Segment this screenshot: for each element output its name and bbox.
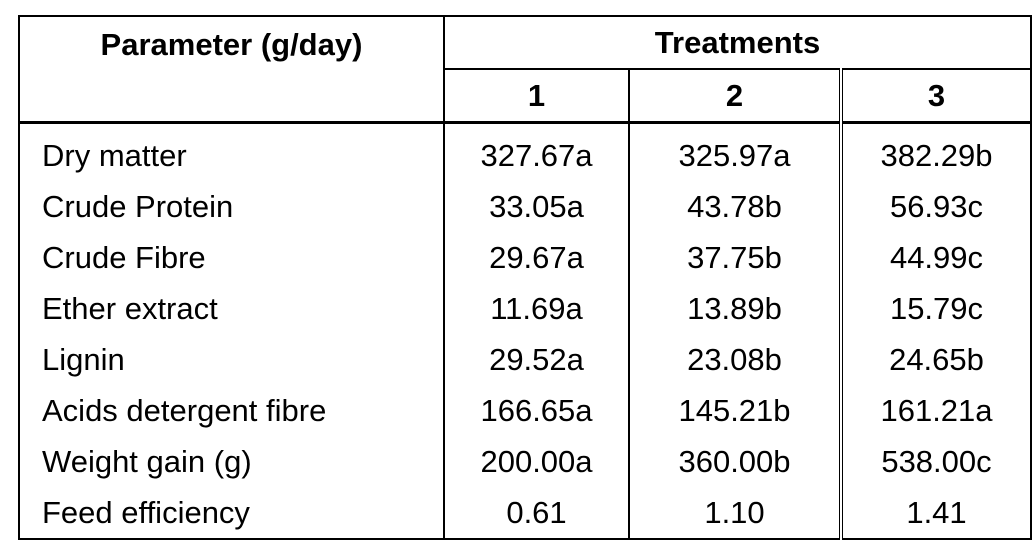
table-row: Weight gain (g) 200.00a 360.00b 538.00c bbox=[19, 436, 1031, 487]
cell-value: 382.29b bbox=[880, 138, 993, 173]
cell-value: 1.41 bbox=[906, 495, 967, 530]
table-row: Crude Fibre 29.67a 37.75b 44.99c bbox=[19, 232, 1031, 283]
table-body: Dry matter 327.67a 325.97a 382.29b Crude Pro… bbox=[19, 122, 1031, 539]
cell-value: 43.78b bbox=[629, 181, 843, 232]
cell-value: 325.97a bbox=[629, 122, 843, 181]
row-label: Ether extract bbox=[19, 283, 445, 334]
table-row: Feed efficiency 0.61 1.10 1.41 bbox=[19, 487, 1031, 539]
cell-value: 327.67a bbox=[444, 122, 630, 181]
header-row: 1 2 3 bbox=[19, 69, 1031, 124]
table-row: Ether extract 11.69a 13.89b 15.79c bbox=[19, 283, 1031, 334]
header-row: Parameter (g/day) Treatments bbox=[19, 16, 1031, 124]
cell-value: 538.00c bbox=[881, 444, 992, 479]
cell-value: 29.67a bbox=[444, 232, 630, 283]
treatments-header: Treatments bbox=[444, 16, 1031, 70]
cell-value: 145.21b bbox=[629, 385, 843, 436]
row-label: Crude Fibre bbox=[19, 232, 445, 283]
table-row: Crude Protein 33.05a 43.78b 56.93c bbox=[19, 181, 1031, 232]
row-label: Weight gain (g) bbox=[19, 436, 445, 487]
column-header: 1 bbox=[444, 69, 630, 124]
data-table: Parameter (g/day) Treatments 1 2 3 Dry m… bbox=[18, 15, 1032, 540]
table-row: Acids detergent fibre 166.65a 145.21b 161.2… bbox=[19, 385, 1031, 436]
cell-value: 360.00b bbox=[629, 436, 843, 487]
cell-value: 166.65a bbox=[444, 385, 630, 436]
table-row: Dry matter 327.67a 325.97a 382.29b bbox=[19, 122, 1031, 181]
table-row: Lignin 29.52a 23.08b 24.65b bbox=[19, 334, 1031, 385]
column-header: 2 bbox=[629, 69, 843, 124]
column-header: 3 bbox=[841, 69, 1031, 124]
cell-value: 13.89b bbox=[629, 283, 843, 334]
row-label: Crude Protein bbox=[19, 181, 445, 232]
cell-value: 15.79c bbox=[889, 291, 984, 326]
cell-value: 29.52a bbox=[444, 334, 630, 385]
row-label: Acids detergent fibre bbox=[19, 385, 445, 436]
row-label: Feed efficiency bbox=[19, 487, 445, 539]
cell-value: 37.75b bbox=[629, 232, 843, 283]
cell-value: 24.65b bbox=[889, 342, 984, 377]
cell-value: 23.08b bbox=[629, 334, 843, 385]
cell-value: 33.05a bbox=[444, 181, 630, 232]
parameter-header: Parameter (g/day) bbox=[19, 16, 445, 124]
row-label: Dry matter bbox=[19, 122, 445, 181]
cell-value: 0.61 bbox=[444, 487, 630, 539]
cell-value: 161.21a bbox=[880, 393, 993, 428]
row-label: Lignin bbox=[19, 334, 445, 385]
cell-value: 1.10 bbox=[629, 487, 843, 539]
cell-value: 56.93c bbox=[889, 189, 984, 224]
cell-value: 11.69a bbox=[444, 283, 630, 334]
cell-value: 44.99c bbox=[889, 240, 984, 275]
cell-value: 200.00a bbox=[444, 436, 630, 487]
